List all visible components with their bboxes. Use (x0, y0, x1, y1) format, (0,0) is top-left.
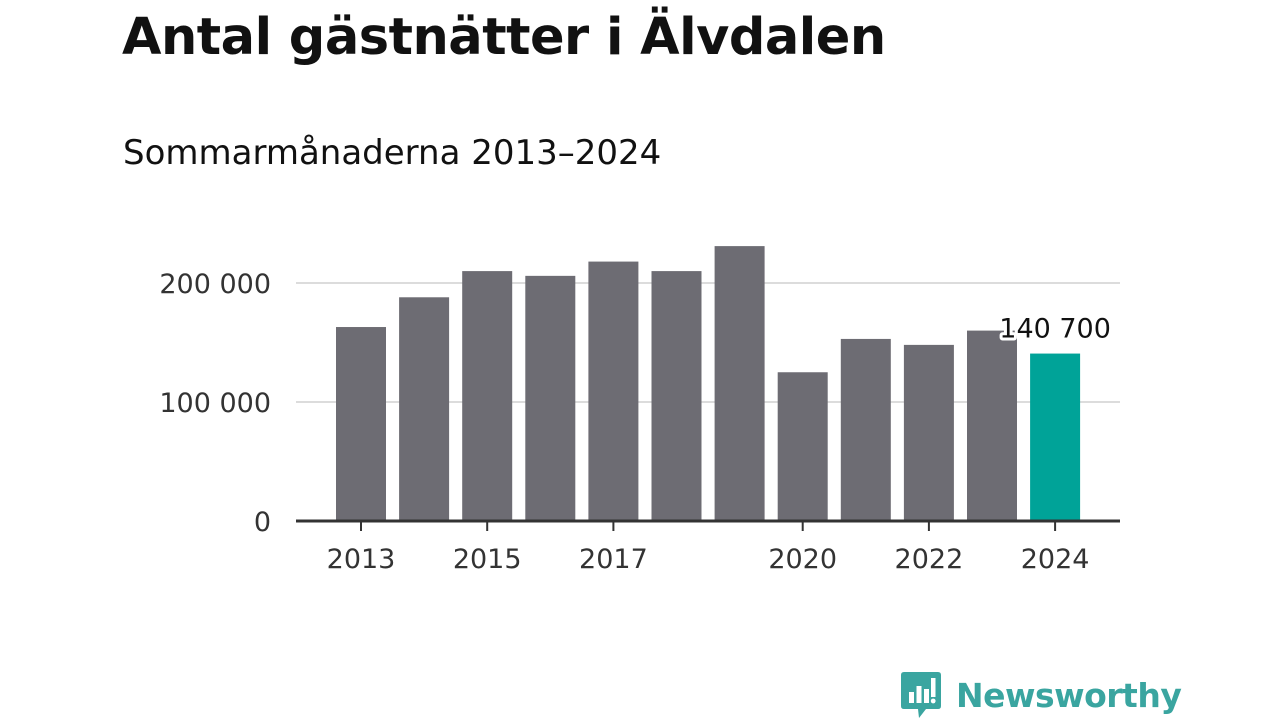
brand-logo: Newsworthy (900, 670, 1182, 720)
x-tick-label: 2020 (768, 544, 837, 575)
y-tick-label: 0 (254, 507, 271, 538)
bar (462, 271, 513, 521)
newsworthy-logo-icon (901, 672, 941, 718)
y-tick-label: 100 000 (159, 388, 271, 419)
bar (967, 330, 1017, 521)
bar (714, 246, 765, 522)
y-tick-label: 200 000 (159, 269, 271, 300)
highlight-value-label: 140 700 (999, 314, 1111, 345)
bar (336, 327, 386, 521)
axes (296, 519, 1120, 531)
bar (903, 344, 954, 521)
bar (651, 271, 702, 521)
x-tick-label: 2024 (1021, 544, 1090, 575)
chart-subtitle: Sommarmånaderna 2013–2024 (123, 133, 662, 173)
bar (588, 261, 639, 521)
x-tick-label: 2017 (579, 544, 648, 575)
brand-name: Newsworthy (956, 675, 1182, 715)
bar-highlight (1030, 353, 1081, 521)
bars (336, 246, 1081, 522)
bar-chart: 0 100 000 200 000 2013 2015 2017 2020 2022 2024 1… (159, 246, 1120, 575)
chart-title: Antal gästnätter i Älvdalen (122, 8, 886, 67)
labels: 0 100 000 200 000 2013 2015 2017 2020 2022 2024 1… (159, 269, 1114, 575)
x-tick-label: 2013 (327, 544, 396, 575)
x-tick-label: 2022 (895, 544, 964, 575)
bar (777, 372, 828, 521)
x-tick-label: 2015 (453, 544, 522, 575)
bar (840, 338, 891, 521)
highlight-value-label-halo: 140 700 (999, 314, 1111, 345)
bar (525, 275, 576, 521)
bar (399, 297, 450, 521)
